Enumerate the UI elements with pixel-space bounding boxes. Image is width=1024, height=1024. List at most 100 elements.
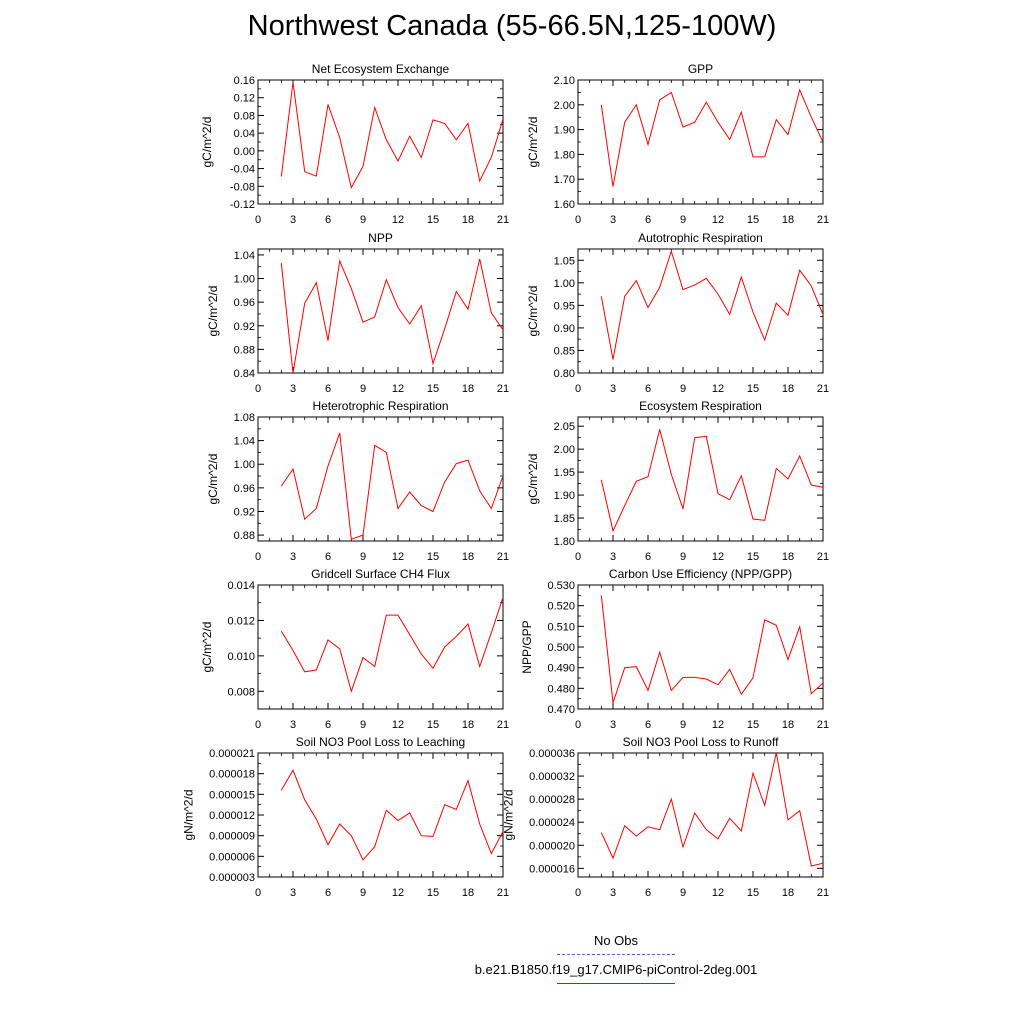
legend-obs-line [557,954,675,955]
panel-1-ytick-label: 0.00 [234,146,255,158]
panel-10-xtick-label: 15 [747,887,759,899]
panel-6-xtick-label: 0 [575,551,581,563]
panel-10-title: Soil NO3 Pool Loss to Runoff [623,735,780,749]
panel-8-ytick-label: 0.490 [547,663,575,675]
panel-2-ytick-label: 2.00 [554,100,575,112]
panel-8-ytick-label: 0.500 [547,642,575,654]
panel-1-xtick-label: 9 [360,214,366,226]
panel-8-title: Carbon Use Efficiency (NPP/GPP) [609,567,792,581]
panel-8-ytick-label: 0.530 [547,580,575,592]
panel-3-frame [257,248,504,374]
panel-6-frame [577,416,824,542]
panel-7-ytick-label: 0.010 [227,651,255,663]
panel-8-xtick-label: 6 [645,719,651,731]
panel-7-xtick-label: 21 [497,719,509,731]
panel-4-ytick-label: 1.00 [554,278,575,290]
panel-4-ytick-label: 0.95 [554,300,575,312]
legend-case-line [557,983,675,984]
panel-6-ytick-label: 1.90 [554,490,575,502]
panel-8-xtick-label: 9 [680,719,686,731]
panel-9-ytick-label: 0.000006 [209,851,255,863]
panel-2-frame [577,79,824,205]
panel-5-ytick-label: 0.88 [234,530,255,542]
panel-9-title: Soil NO3 Pool Loss to Leaching [296,735,465,749]
panel-6-ytick-label: 1.95 [554,467,575,479]
panel-3-series-line [280,258,503,373]
panel-10-ytick-label: 0.000032 [529,771,575,783]
panel-2-ylabel: gC/m^2/d [526,117,540,168]
panel-3-xtick-label: 18 [462,383,474,395]
panel-7-ytick-label: 0.008 [227,686,255,698]
panel-10-xtick-label: 18 [782,887,794,899]
panel-7-xtick-label: 9 [360,719,366,731]
panel-1-xtick-label: 12 [392,214,404,226]
panel-7-xtick-label: 6 [325,719,331,731]
panel-1-xtick-label: 15 [427,214,439,226]
panel-9-xtick-label: 3 [290,887,296,899]
panel-10-ytick-label: 0.000024 [529,817,575,829]
panel-5-xtick-label: 3 [290,551,296,563]
panel-2-title: GPP [688,62,713,76]
panel-10-frame [577,752,824,878]
panel-4-frame [577,248,824,374]
panel-6-ytick-label: 2.05 [554,421,575,433]
legend-case-label: b.e21.B1850.f19_g17.CMIP6-piControl-2deg… [474,962,758,977]
panel-5-frame [257,416,504,542]
panel-6-series-line [600,429,823,533]
panel-9-ytick-label: 0.000021 [209,748,255,760]
panel-5-xtick-label: 18 [462,551,474,563]
panel-6-xtick-label: 21 [817,551,829,563]
panel-2-xtick-label: 0 [575,214,581,226]
panel-4-ytick-label: 0.85 [554,345,575,357]
panel-2-series-line [600,88,823,187]
panel-2-ytick-label: 2.10 [554,75,575,87]
panel-8-ytick-label: 0.520 [547,601,575,613]
panel-6-xtick-label: 9 [680,551,686,563]
panel-7-xtick-label: 18 [462,719,474,731]
panel-6-xtick-label: 6 [645,551,651,563]
panel-4-xtick-label: 21 [817,383,829,395]
panel-9-frame [257,752,504,878]
panel-2-ytick-label: 1.90 [554,125,575,137]
panel-1-ytick-label: 0.12 [234,93,255,105]
panel-10-series-line [600,753,823,867]
panel-5-title: Heterotrophic Respiration [312,399,448,413]
panel-9-series-line [280,769,503,861]
panel-2-xtick-label: 6 [645,214,651,226]
panel-9-xtick-label: 0 [255,887,261,899]
panel-7-ylabel: gC/m^2/d [200,622,214,673]
panel-8-xtick-label: 18 [782,719,794,731]
panel-3-title: NPP [368,231,393,245]
panel-4-ytick-label: 0.90 [554,323,575,335]
panel-6-ytick-label: 1.85 [554,513,575,525]
panel-10-xtick-label: 6 [645,887,651,899]
panel-7-series-line [280,597,503,693]
panel-1-title: Net Ecosystem Exchange [312,62,450,76]
panel-4-xtick-label: 15 [747,383,759,395]
panel-4-title: Autotrophic Respiration [638,231,763,245]
panel-3-xtick-label: 12 [392,383,404,395]
panel-5-xtick-label: 21 [497,551,509,563]
panel-6-ytick-label: 2.00 [554,444,575,456]
panel-1-xtick-label: 18 [462,214,474,226]
panel-1-ytick-label: 0.08 [234,110,255,122]
panel-7-ytick-label: 0.014 [227,580,255,592]
panel-1-ytick-label: -0.08 [230,181,255,193]
panel-10-xtick-label: 9 [680,887,686,899]
panel-9-xtick-label: 9 [360,887,366,899]
panel-10-ytick-label: 0.000028 [529,794,575,806]
panel-5-series-line [280,432,503,540]
panel-4-ytick-label: 1.05 [554,255,575,267]
legend-obs-label: No Obs [593,933,639,948]
panel-10-ytick-label: 0.000036 [529,748,575,760]
panel-8-ytick-label: 0.470 [547,704,575,716]
panel-4-xtick-label: 0 [575,383,581,395]
panel-7-xtick-label: 0 [255,719,261,731]
panel-7-xtick-label: 3 [290,719,296,731]
panel-2-ytick-label: 1.80 [554,149,575,161]
panel-4-xtick-label: 6 [645,383,651,395]
panel-2-xtick-label: 18 [782,214,794,226]
panel-3-ytick-label: 1.00 [234,274,255,286]
panel-9-xtick-label: 18 [462,887,474,899]
panel-4-xtick-label: 18 [782,383,794,395]
